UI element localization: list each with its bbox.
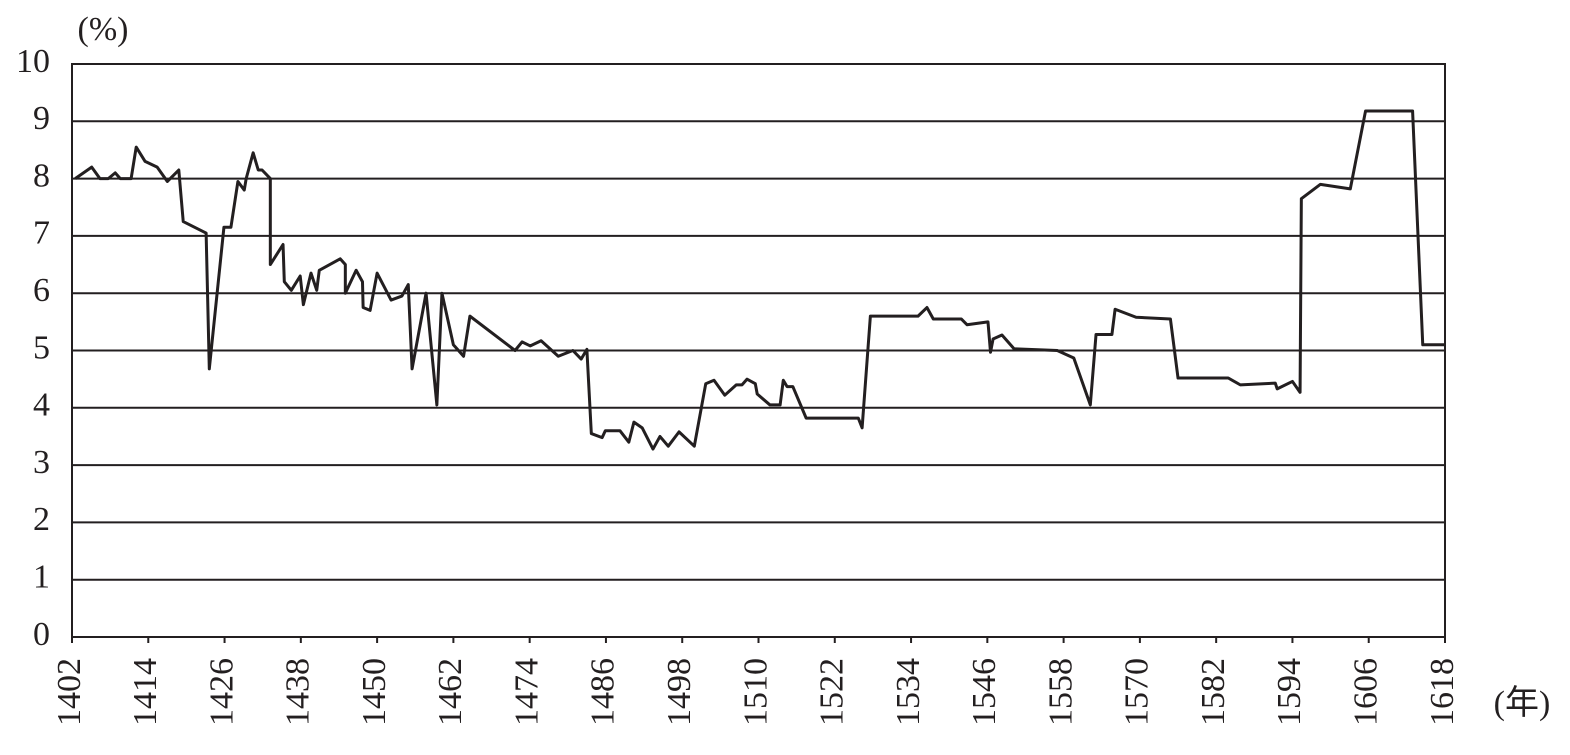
x-tick-label: 1582 xyxy=(1195,658,1232,726)
y-tick-label: 3 xyxy=(33,444,50,481)
x-tick-label: 1462 xyxy=(432,658,469,726)
y-tick-label: 5 xyxy=(33,329,50,366)
x-axis-label: (年) xyxy=(1494,684,1551,722)
y-tick-label: 7 xyxy=(33,215,50,252)
y-tick-label: 2 xyxy=(33,501,50,538)
x-tick-label: 1450 xyxy=(356,658,393,726)
y-tick-label: 4 xyxy=(33,387,50,424)
y-tick-label: 1 xyxy=(33,558,50,595)
x-tick-label: 1474 xyxy=(508,658,545,726)
x-tick-label: 1558 xyxy=(1042,658,1079,726)
x-tick-label: 1606 xyxy=(1348,658,1385,726)
x-tick-label: 1498 xyxy=(661,658,698,726)
y-tick-label: 10 xyxy=(16,43,50,80)
plot-frame xyxy=(71,63,1446,638)
data-line xyxy=(74,109,1445,451)
x-tick-label: 1426 xyxy=(203,658,240,726)
x-tick-label: 1618 xyxy=(1424,658,1461,726)
y-tick-label: 9 xyxy=(33,100,50,137)
y-tick-label: 0 xyxy=(33,616,50,653)
x-tick-label: 1594 xyxy=(1271,658,1308,726)
x-tick-label: 1402 xyxy=(51,658,88,726)
x-tick-label: 1510 xyxy=(737,658,774,726)
y-axis-label: (%) xyxy=(78,11,129,48)
x-tick-label: 1534 xyxy=(890,658,927,726)
x-tick-label: 1486 xyxy=(585,658,622,726)
x-tick-label: 1546 xyxy=(966,658,1003,726)
x-tick-label: 1414 xyxy=(127,658,164,726)
x-tick-label: 1570 xyxy=(1119,658,1156,726)
y-tick-label: 8 xyxy=(33,157,50,194)
x-tick-label: 1438 xyxy=(280,658,317,726)
x-tick-label: 1522 xyxy=(814,658,851,726)
y-tick-label: 6 xyxy=(33,272,50,309)
